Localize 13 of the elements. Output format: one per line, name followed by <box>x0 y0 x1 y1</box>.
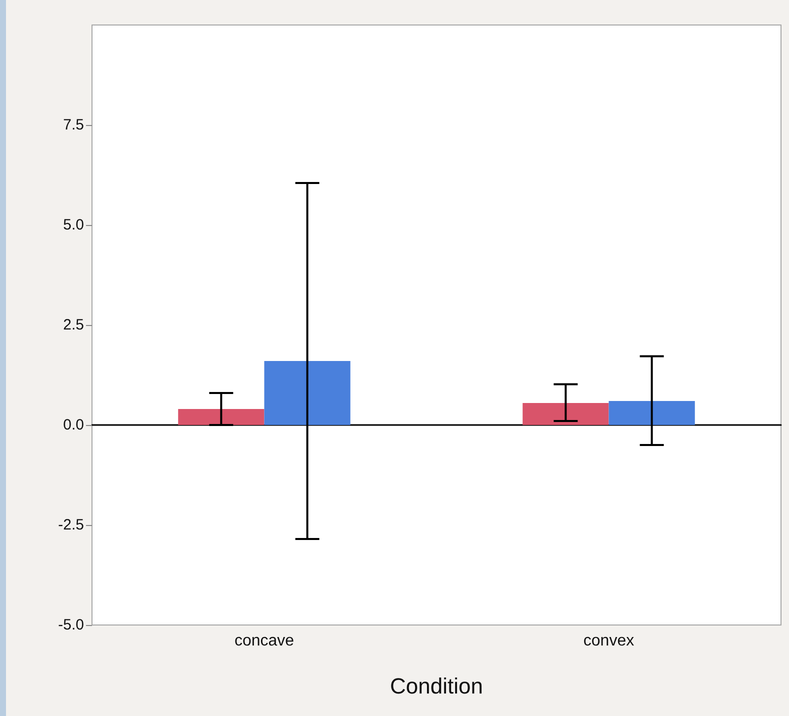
y-tick-label: 0.0 <box>63 416 84 434</box>
y-tick-label: 5.0 <box>63 216 84 234</box>
y-tick-label: 7.5 <box>63 116 84 134</box>
y-tick-label: -5.0 <box>58 616 84 634</box>
y-tick-label: -2.5 <box>58 516 84 534</box>
bar <box>264 361 350 425</box>
bar <box>608 401 695 425</box>
bar <box>178 409 264 425</box>
x-tick-label: convex <box>583 632 634 650</box>
x-tick-label: concave <box>234 632 294 650</box>
x-axis-title: Condition <box>390 674 483 698</box>
bar <box>522 403 609 425</box>
y-tick-label: 2.5 <box>63 316 84 334</box>
